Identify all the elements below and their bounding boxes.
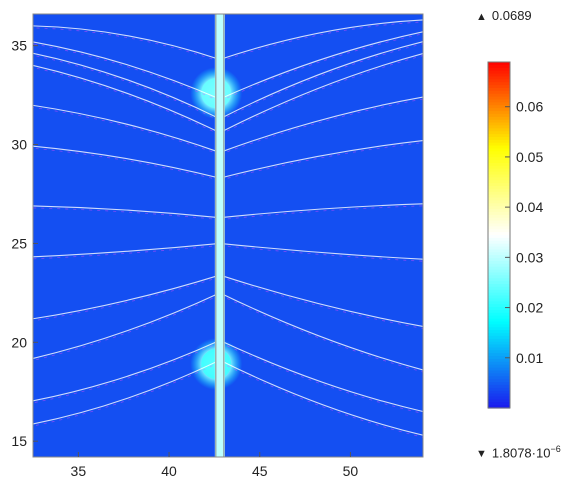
colorbar-tick-label-6: 0.06 xyxy=(516,99,543,115)
y-tick-label-30: 30 xyxy=(11,137,27,153)
colorbar-max-label: ▲ 0.0689 xyxy=(476,8,532,23)
x-tick-label-50: 50 xyxy=(343,463,359,479)
colorbar-tick-label-4: 0.04 xyxy=(516,199,543,215)
colorbar-tick-label-3: 0.03 xyxy=(516,249,543,265)
x-tick-label-35: 35 xyxy=(71,463,87,479)
y-tick-label-35: 35 xyxy=(11,38,27,54)
x-tick-label-40: 40 xyxy=(161,463,177,479)
colorbar-tick-label-1: 0.01 xyxy=(516,350,543,366)
x-tick-label-45: 45 xyxy=(252,463,268,479)
y-tick-label-15: 15 xyxy=(11,433,27,449)
min-arrow-icon: ▼ xyxy=(476,448,487,460)
y-tick-label-25: 25 xyxy=(11,235,27,251)
max-arrow-icon: ▲ xyxy=(476,11,487,23)
colorbar-min-label: ▼ 1.8078·10−6 xyxy=(476,444,561,460)
colorbar-tick-label-2: 0.02 xyxy=(516,300,543,316)
y-tick-label-20: 20 xyxy=(11,334,27,350)
colorbar-tick-label-5: 0.05 xyxy=(516,149,543,165)
